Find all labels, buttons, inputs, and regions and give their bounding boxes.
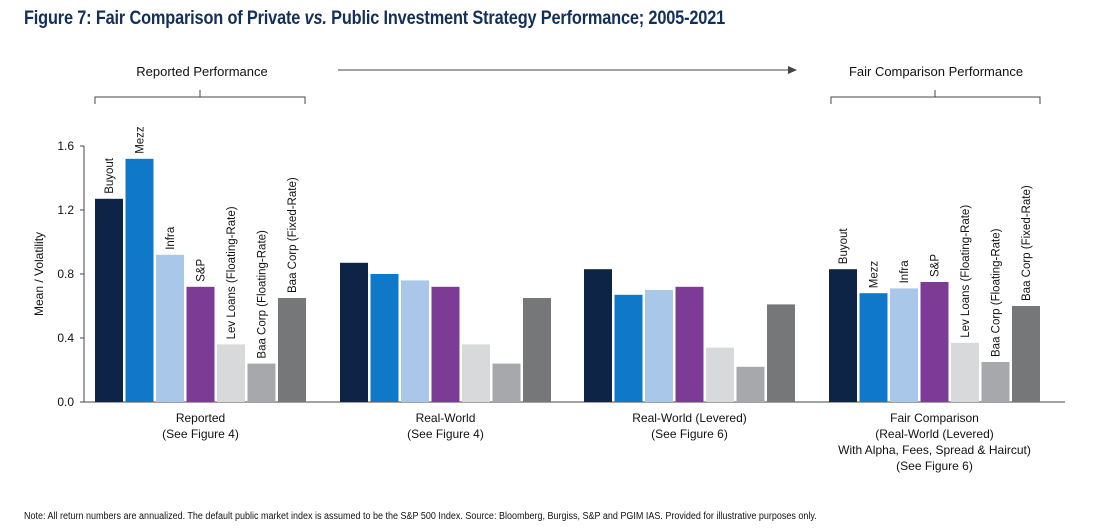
- bar-chart: Reported Performance Fair Comparison Per…: [32, 64, 1065, 473]
- y-ticks: 0.0 0.4 0.8 1.2 1.6: [57, 139, 84, 409]
- x-group-label: (See Figure 6): [896, 459, 973, 473]
- bar-group1-s-p: [186, 286, 215, 402]
- bar-label: Lev Loans (Floating-Rate): [226, 206, 238, 339]
- header-fair-comparison-performance: Fair Comparison Performance: [849, 64, 1023, 79]
- bar-group2-buyout: [340, 262, 368, 402]
- bar-label: S&P: [930, 254, 942, 277]
- bar-group1-buyout: [95, 198, 123, 402]
- bar-group3-baa-corp-fixed-rate: [767, 304, 795, 402]
- bar-group4-buyout: [829, 269, 857, 402]
- x-group-label: With Alpha, Fees, Spread & Haircut): [838, 443, 1031, 457]
- bar-group2-infra: [401, 280, 429, 402]
- bar-group4-infra: [890, 288, 918, 402]
- bar-label: Infra: [899, 260, 911, 284]
- bar-group3-baa-corp-floating-rate: [736, 366, 765, 402]
- x-group-label: Real-World: [416, 411, 476, 425]
- arrow-head-icon: [788, 66, 797, 74]
- bar-label: Mezz: [869, 260, 881, 288]
- bracket-left: [94, 90, 306, 104]
- bar-group2-lev-loans-floating-rate: [462, 344, 490, 402]
- bar-label: S&P: [196, 258, 208, 281]
- figure-title: Figure 7: Fair Comparison of Private vs.…: [24, 8, 725, 30]
- bar-group4-lev-loans-floating-rate: [951, 342, 979, 402]
- bar-label: Baa Corp (Fixed-Rate): [1021, 185, 1033, 301]
- bar-group2-baa-corp-fixed-rate: [523, 298, 551, 402]
- bar-label: Buyout: [838, 228, 850, 265]
- y-tick-label: 1.2: [57, 203, 74, 217]
- bar-group2-baa-corp-floating-rate: [492, 363, 521, 402]
- bracket-right: [830, 90, 1041, 104]
- bar-label: Baa Corp (Fixed-Rate): [287, 177, 299, 293]
- footnote: Note: All return numbers are annualized.…: [24, 511, 817, 522]
- bar-group3-lev-loans-floating-rate: [706, 347, 734, 402]
- x-group-label: (See Figure 4): [407, 427, 484, 441]
- bar-label: Lev Loans (Floating-Rate): [960, 205, 972, 338]
- bar-group1-lev-loans-floating-rate: [217, 344, 245, 402]
- x-group-label: Fair Comparison: [890, 411, 979, 425]
- x-group-label: (Real-World (Levered): [875, 427, 993, 441]
- y-tick-label: 0.4: [57, 331, 74, 345]
- bar-group2-mezz: [370, 274, 399, 402]
- bar-group2-s-p: [431, 286, 460, 402]
- y-tick-label: 0.0: [57, 395, 74, 409]
- bar-group3-s-p: [675, 286, 704, 402]
- x-group-label: (See Figure 4): [162, 427, 239, 441]
- bar-group4-baa-corp-fixed-rate: [1012, 306, 1040, 402]
- bar-label: Baa Corp (Floating-Rate): [257, 230, 269, 359]
- bars: [95, 158, 1040, 402]
- bar-group3-infra: [645, 290, 673, 402]
- bar-labels: Buyout Mezz Infra S&P Lev Loans (Floating-Ra…: [104, 126, 1033, 359]
- bar-label: Buyout: [104, 157, 116, 194]
- bar-group1-infra: [156, 254, 184, 402]
- y-tick-label: 0.8: [57, 267, 74, 281]
- bar-label: Infra: [165, 226, 177, 250]
- bar-group4-s-p: [920, 282, 949, 402]
- y-axis-label: Mean / Volatility: [32, 232, 46, 316]
- header-reported-performance: Reported Performance: [136, 64, 268, 79]
- x-group-label: Real-World (Levered): [632, 411, 747, 425]
- bar-group3-mezz: [614, 294, 643, 402]
- x-group-label: Reported: [176, 411, 225, 425]
- bar-group3-buyout: [584, 269, 612, 402]
- title-suffix: Public Investment Strategy Performance; …: [326, 8, 726, 29]
- x-group-label: (See Figure 6): [651, 427, 728, 441]
- bar-group1-mezz: [125, 158, 154, 402]
- y-tick-label: 1.6: [57, 139, 74, 153]
- bar-group1-baa-corp-floating-rate: [247, 363, 276, 402]
- bar-label: Baa Corp (Floating-Rate): [991, 228, 1003, 357]
- bar-group1-baa-corp-fixed-rate: [278, 298, 306, 402]
- bar-group4-mezz: [859, 293, 888, 402]
- title-prefix: Figure 7: Fair Comparison of Private: [24, 8, 305, 29]
- title-vs: vs.: [304, 8, 327, 29]
- bar-group4-baa-corp-floating-rate: [981, 362, 1010, 402]
- group-labels: Reported (See Figure 4) Real-World (See Fig…: [162, 411, 1031, 473]
- bar-label: Mezz: [135, 126, 147, 154]
